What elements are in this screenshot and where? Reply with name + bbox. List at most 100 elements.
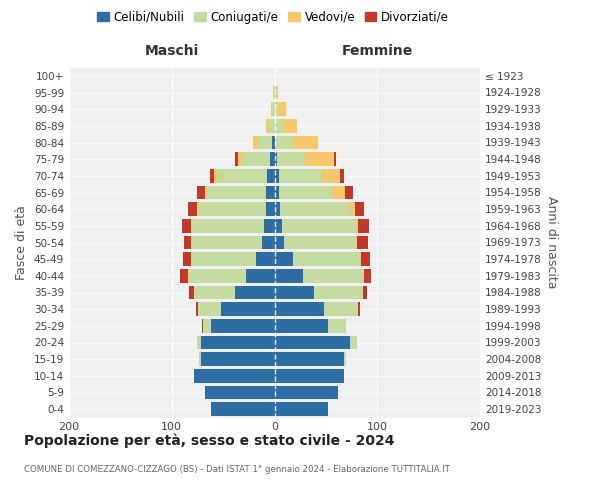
Bar bbox=[356, 236, 368, 250]
Bar bbox=[205, 386, 275, 400]
Bar bbox=[214, 169, 218, 182]
Bar bbox=[210, 169, 214, 182]
Bar bbox=[206, 186, 266, 200]
Bar bbox=[182, 219, 191, 232]
Bar bbox=[211, 319, 275, 332]
Bar bbox=[189, 269, 246, 282]
Bar bbox=[202, 319, 203, 332]
Bar bbox=[275, 119, 283, 132]
Bar bbox=[275, 269, 303, 282]
Y-axis label: Fasce di età: Fasce di età bbox=[16, 205, 28, 280]
Bar bbox=[322, 169, 340, 182]
Bar bbox=[193, 236, 262, 250]
Bar bbox=[293, 252, 360, 266]
Bar bbox=[200, 336, 275, 349]
Bar bbox=[188, 269, 189, 282]
Bar bbox=[197, 336, 200, 349]
Bar bbox=[192, 252, 256, 266]
Bar bbox=[356, 219, 358, 232]
Bar bbox=[272, 136, 275, 149]
Bar bbox=[269, 119, 275, 132]
Bar bbox=[275, 169, 278, 182]
Bar bbox=[275, 352, 344, 366]
Bar bbox=[271, 102, 272, 116]
Bar bbox=[246, 269, 275, 282]
Bar bbox=[194, 286, 235, 300]
Bar bbox=[361, 252, 370, 266]
Bar bbox=[328, 319, 346, 332]
Bar bbox=[256, 252, 275, 266]
Bar bbox=[203, 319, 211, 332]
Bar bbox=[274, 86, 275, 100]
Bar bbox=[275, 136, 293, 149]
Bar bbox=[189, 286, 194, 300]
Bar bbox=[275, 236, 284, 250]
Bar bbox=[275, 102, 278, 116]
Bar bbox=[264, 219, 275, 232]
Bar bbox=[275, 402, 328, 416]
Bar bbox=[188, 202, 197, 216]
Bar bbox=[332, 186, 346, 200]
Bar bbox=[363, 286, 367, 300]
Bar bbox=[262, 236, 275, 250]
Bar bbox=[363, 269, 364, 282]
Bar bbox=[283, 119, 297, 132]
Bar bbox=[266, 119, 269, 132]
Bar bbox=[258, 136, 272, 149]
Bar bbox=[278, 186, 332, 200]
Bar bbox=[303, 269, 363, 282]
Bar bbox=[211, 402, 275, 416]
Bar bbox=[266, 202, 275, 216]
Bar bbox=[194, 369, 275, 382]
Bar bbox=[235, 286, 275, 300]
Bar bbox=[221, 302, 275, 316]
Bar bbox=[197, 186, 205, 200]
Bar bbox=[324, 302, 358, 316]
Text: Popolazione per età, sesso e stato civile - 2024: Popolazione per età, sesso e stato civil… bbox=[24, 434, 395, 448]
Bar bbox=[346, 186, 353, 200]
Bar bbox=[199, 302, 221, 316]
Text: Maschi: Maschi bbox=[145, 44, 199, 58]
Bar bbox=[305, 152, 334, 166]
Bar bbox=[275, 302, 324, 316]
Legend: Celibi/Nubili, Coniugati/e, Vedovi/e, Divorziati/e: Celibi/Nubili, Coniugati/e, Vedovi/e, Di… bbox=[92, 6, 454, 28]
Bar bbox=[199, 352, 200, 366]
Bar bbox=[358, 219, 369, 232]
Y-axis label: Anni di nascita: Anni di nascita bbox=[545, 196, 558, 288]
Bar bbox=[191, 236, 193, 250]
Bar bbox=[284, 236, 356, 250]
Bar bbox=[280, 202, 350, 216]
Bar bbox=[191, 252, 193, 266]
Bar bbox=[364, 269, 371, 282]
Bar bbox=[314, 286, 363, 300]
Bar bbox=[275, 336, 350, 349]
Bar bbox=[180, 269, 188, 282]
Bar bbox=[191, 219, 193, 232]
Bar bbox=[275, 219, 281, 232]
Bar bbox=[350, 336, 356, 349]
Bar bbox=[235, 152, 238, 166]
Bar bbox=[218, 169, 268, 182]
Text: Femmine: Femmine bbox=[341, 44, 413, 58]
Bar bbox=[275, 319, 328, 332]
Text: COMUNE DI COMEZZANO-CIZZAGO (BS) - Dati ISTAT 1° gennaio 2024 - Elaborazione TUT: COMUNE DI COMEZZANO-CIZZAGO (BS) - Dati … bbox=[24, 466, 450, 474]
Bar bbox=[253, 136, 258, 149]
Bar bbox=[242, 152, 271, 166]
Bar bbox=[183, 252, 191, 266]
Bar bbox=[275, 186, 278, 200]
Bar bbox=[197, 202, 199, 216]
Bar bbox=[278, 169, 322, 182]
Bar bbox=[355, 202, 364, 216]
Bar bbox=[340, 169, 344, 182]
Bar bbox=[196, 302, 199, 316]
Bar bbox=[266, 186, 275, 200]
Bar bbox=[275, 86, 278, 100]
Bar bbox=[358, 302, 360, 316]
Bar bbox=[275, 386, 338, 400]
Bar bbox=[277, 152, 305, 166]
Bar bbox=[275, 286, 314, 300]
Bar bbox=[281, 219, 356, 232]
Bar bbox=[275, 152, 277, 166]
Bar bbox=[200, 352, 275, 366]
Bar bbox=[275, 252, 293, 266]
